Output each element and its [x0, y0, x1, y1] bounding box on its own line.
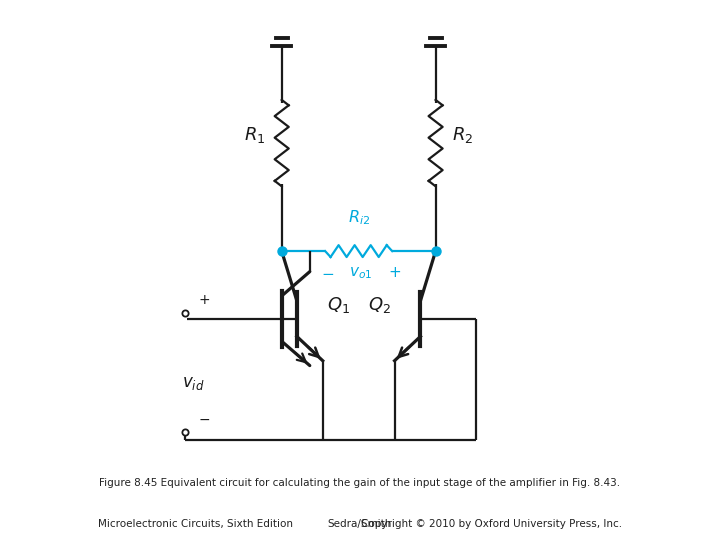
Text: Figure 8.45 Equivalent circuit for calculating the gain of the input stage of th: Figure 8.45 Equivalent circuit for calcu… [99, 478, 621, 488]
Text: $+$: $+$ [388, 265, 401, 280]
Text: $+$: $+$ [198, 293, 210, 307]
Text: $R_1$: $R_1$ [244, 125, 266, 145]
Text: $-$: $-$ [320, 265, 334, 280]
Text: $Q_2$: $Q_2$ [368, 295, 391, 315]
Text: $-$: $-$ [198, 411, 210, 426]
Text: $v_{o1}$: $v_{o1}$ [348, 265, 372, 281]
Text: Copyright © 2010 by Oxford University Press, Inc.: Copyright © 2010 by Oxford University Pr… [361, 519, 622, 529]
Text: $Q_1$: $Q_1$ [327, 295, 350, 315]
Text: $R_{i2}$: $R_{i2}$ [348, 208, 370, 227]
Text: Sedra/Smith: Sedra/Smith [328, 519, 392, 529]
Text: Microelectronic Circuits, Sixth Edition: Microelectronic Circuits, Sixth Edition [98, 519, 293, 529]
Text: $v_{id}$: $v_{id}$ [181, 374, 204, 393]
Text: $R_2$: $R_2$ [452, 125, 473, 145]
